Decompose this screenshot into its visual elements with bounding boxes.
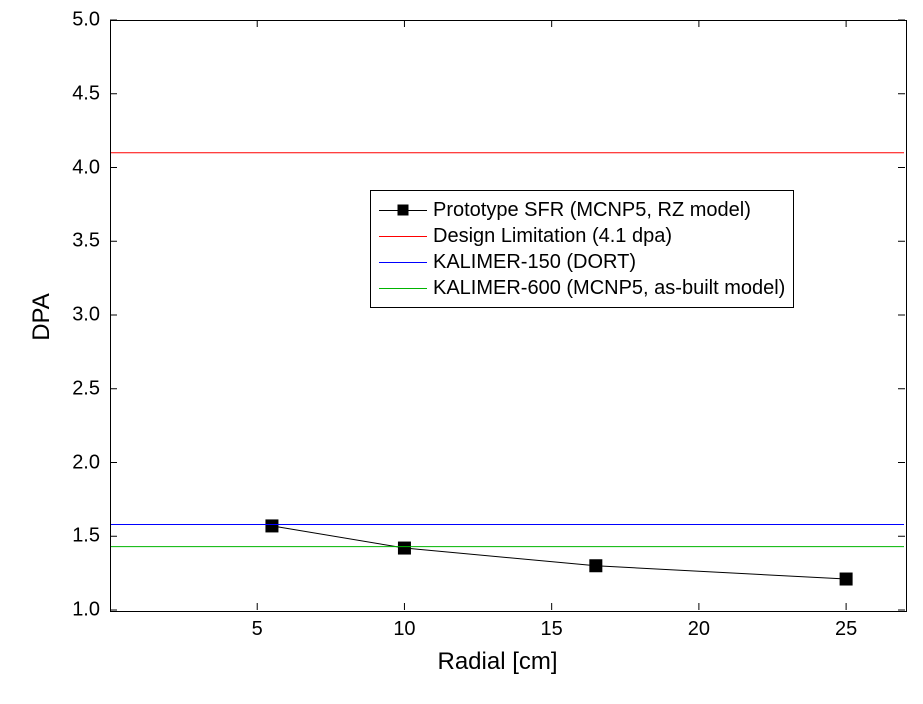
legend-swatch bbox=[379, 200, 427, 220]
y-axis-label: DPA bbox=[28, 287, 56, 347]
legend-item: Prototype SFR (MCNP5, RZ model) bbox=[379, 197, 785, 223]
x-tick-label: 10 bbox=[393, 618, 415, 641]
legend-swatch bbox=[379, 226, 427, 246]
y-tick-label: 1.0 bbox=[72, 599, 100, 622]
legend-item: KALIMER-600 (MCNP5, as-built model) bbox=[379, 275, 785, 301]
legend-label: KALIMER-600 (MCNP5, as-built model) bbox=[433, 277, 785, 300]
legend-box: Prototype SFR (MCNP5, RZ model) Design Li… bbox=[370, 190, 794, 308]
y-tick-label: 4.5 bbox=[72, 82, 100, 105]
y-tick-label: 2.0 bbox=[72, 451, 100, 474]
y-tick-label: 1.5 bbox=[72, 525, 100, 548]
y-tick-label: 2.5 bbox=[72, 377, 100, 400]
legend-swatch bbox=[379, 252, 427, 272]
chart-container: DPA Radial [cm] Prototype SFR (MCNP5, RZ… bbox=[0, 0, 923, 704]
legend-label: Design Limitation (4.1 dpa) bbox=[433, 225, 672, 248]
x-tick-label: 5 bbox=[252, 618, 263, 641]
y-tick-label: 3.0 bbox=[72, 304, 100, 327]
plot-area bbox=[110, 20, 907, 612]
legend-label: Prototype SFR (MCNP5, RZ model) bbox=[433, 199, 751, 222]
y-tick-label: 4.0 bbox=[72, 156, 100, 179]
x-tick-label: 20 bbox=[688, 618, 710, 641]
legend-item: KALIMER-150 (DORT) bbox=[379, 249, 785, 275]
x-tick-label: 15 bbox=[541, 618, 563, 641]
legend-item: Design Limitation (4.1 dpa) bbox=[379, 223, 785, 249]
legend-label: KALIMER-150 (DORT) bbox=[433, 251, 636, 274]
x-axis-label: Radial [cm] bbox=[438, 648, 558, 676]
y-tick-label: 5.0 bbox=[72, 9, 100, 32]
legend-swatch bbox=[379, 278, 427, 298]
y-tick-label: 3.5 bbox=[72, 230, 100, 253]
x-tick-label: 25 bbox=[835, 618, 857, 641]
